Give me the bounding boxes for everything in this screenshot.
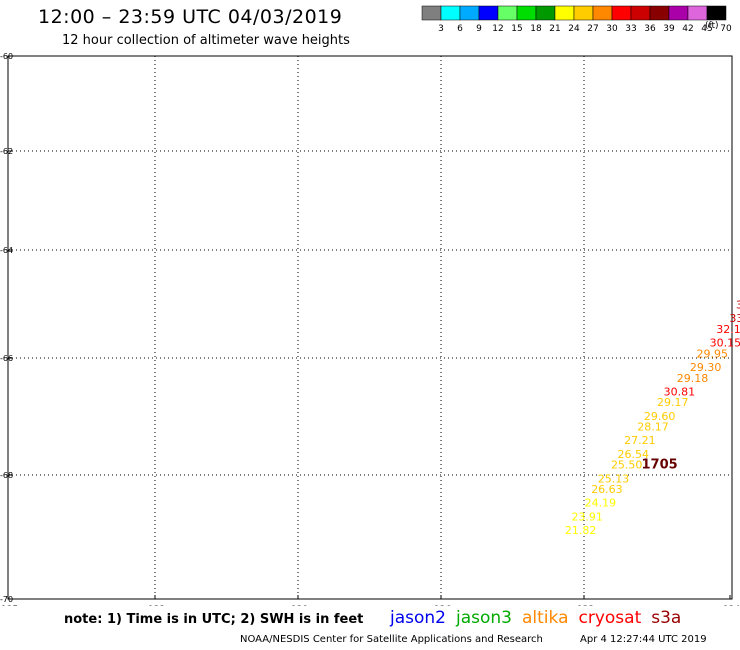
- color-scale-label: 33: [625, 24, 636, 34]
- color-scale-label: 12: [492, 24, 503, 34]
- color-scale-label: 27: [587, 24, 598, 34]
- color-scale-label: 21: [549, 24, 560, 34]
- x-tick-label: -126: [431, 605, 452, 606]
- x-tick-label: -123: [574, 605, 594, 606]
- color-scale-label: 24: [568, 24, 580, 34]
- color-scale-unit: (ft): [705, 21, 719, 31]
- satellite-legend-item: jason3: [456, 608, 512, 628]
- color-scale-label: 36: [644, 24, 656, 34]
- color-scale-swatch: [592, 5, 613, 21]
- color-scale-label: 15: [511, 24, 522, 34]
- color-scale-label: 42: [682, 24, 693, 34]
- color-scale-label: 30: [606, 24, 618, 34]
- color-scale-swatch: [649, 5, 670, 21]
- color-scale-swatch: [573, 5, 594, 21]
- color-scale-swatch: [516, 5, 537, 21]
- wave-height-label: 27.21: [624, 434, 656, 447]
- color-scale-label: 70: [720, 24, 732, 34]
- color-scale-label: 18: [530, 24, 542, 34]
- wave-height-label: 29.95: [697, 347, 729, 360]
- wave-height-label: 33.86: [729, 312, 740, 325]
- units-note: note: 1) Time is in UTC; 2) SWH is in fe…: [64, 612, 364, 627]
- chart-subtitle: 12 hour collection of altimeter wave hei…: [62, 33, 350, 48]
- color-scale-swatch: [630, 5, 651, 21]
- chart-canvas: 36912151821242730333639424570-135-132-12…: [0, 5, 740, 606]
- wave-height-label: 29.60: [644, 410, 676, 423]
- wave-height-label: 30.81: [664, 385, 696, 398]
- wave-height-label: 24.19: [585, 497, 617, 510]
- color-scale-label: 3: [438, 24, 444, 34]
- footer-credit: NOAA/NESDIS Center for Satellite Applica…: [240, 634, 543, 645]
- wave-height-label: 25.50: [611, 459, 643, 472]
- x-tick-label: -124: [720, 605, 740, 606]
- satellite-legend-item: altika: [522, 608, 569, 628]
- y-tick-label: -70: [0, 595, 13, 604]
- satellite-legend-item: s3a: [651, 608, 682, 628]
- chart-title: 12:00 – 23:59 UTC 04/03/2019: [38, 6, 343, 28]
- color-scale-swatch: [440, 5, 461, 21]
- color-scale-swatch: [497, 5, 518, 21]
- y-tick-label: -60: [0, 52, 13, 61]
- wave-height-label: 32.18: [716, 323, 740, 336]
- x-tick-label: -135: [0, 605, 18, 606]
- wave-height-label: 29.30: [690, 361, 722, 374]
- wave-height-label: 21.82: [565, 524, 597, 537]
- satellite-legend-item: jason2: [390, 608, 446, 628]
- color-scale-label: 6: [457, 24, 463, 34]
- satellite-legend: jason2 jason3 altika cryosat s3a: [390, 608, 691, 628]
- y-tick-label: -66: [0, 354, 13, 363]
- wave-height-label: 25.13: [598, 472, 630, 485]
- satellite-legend-item: cryosat: [578, 608, 642, 628]
- plot-frame: [7, 55, 733, 600]
- wave-height-label: 26.63: [591, 483, 623, 496]
- x-tick-label: -132: [145, 605, 165, 606]
- wave-height-label: 33.97: [736, 298, 740, 311]
- wave-height-label: 23.91: [571, 510, 603, 523]
- wave-height-label: 29.17: [657, 396, 689, 409]
- pass-time-label: 1705: [642, 458, 678, 473]
- color-scale-swatch: [668, 5, 689, 21]
- color-scale-swatch: [554, 5, 575, 21]
- y-tick-label: -68: [0, 471, 13, 480]
- footer-timestamp: Apr 4 12:27:44 UTC 2019: [580, 634, 707, 645]
- color-scale-swatch: [611, 5, 632, 21]
- x-tick-label: -129: [288, 605, 309, 606]
- color-scale-swatch: [421, 5, 442, 21]
- color-scale-swatch: [459, 5, 480, 21]
- color-scale-swatch: [478, 5, 499, 21]
- wave-height-label: 29.18: [677, 372, 709, 385]
- y-tick-label: -62: [0, 147, 13, 156]
- color-scale-label: 45: [701, 24, 712, 34]
- color-scale-swatch: [706, 5, 727, 21]
- color-scale-label: 39: [663, 24, 675, 34]
- color-scale-label: 9: [476, 24, 482, 34]
- wave-height-label: 26.54: [618, 448, 650, 461]
- color-scale-swatch: [687, 5, 708, 21]
- wave-height-label: 30.15: [710, 337, 740, 350]
- color-scale-swatch: [535, 5, 556, 21]
- wave-height-label: 28.17: [637, 421, 669, 434]
- y-tick-label: -64: [0, 246, 13, 255]
